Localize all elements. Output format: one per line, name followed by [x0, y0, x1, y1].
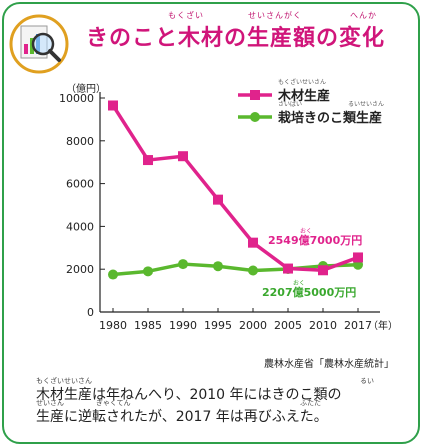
legend-timber-ruby: もくざいせいさん [278, 78, 326, 86]
x-tick-label: 2000 [239, 319, 267, 332]
timber-point [318, 265, 328, 276]
page-title: きのこと木材の生産額の変化 [86, 26, 386, 51]
y-axis-label: （億円） [66, 82, 106, 95]
timber-point [248, 237, 258, 248]
timber-value-annotation-ruby: おく [300, 228, 312, 235]
series-line-timber [111, 104, 359, 273]
caption: 木材生産は年ねんへり、2010 年にはきのこ類の 生産に逆転されたが、2017 … [36, 384, 396, 428]
timber-point [283, 263, 293, 274]
caption-ruby-seisan: せいさん [36, 399, 64, 407]
mushroom-point [178, 259, 188, 270]
x-tick-label: 1995 [204, 319, 232, 332]
x-axis-unit: （年） [368, 319, 398, 332]
x-tick-label: 2010 [309, 319, 337, 332]
caption-ruby-gyakuten: ぎゃくてん [96, 399, 131, 407]
timber-point [213, 194, 223, 205]
caption-ruby-mokuzai-seisan: もくざいせいさん [36, 377, 92, 385]
series-line-mushroom [112, 262, 359, 277]
caption-line-2: 生産に逆転されたが、2017 年は再びふえた。 [36, 409, 328, 425]
title-ruby-seisangaku: せいさんがく [248, 11, 302, 20]
y-tick-label: 6000 [66, 178, 94, 191]
caption-ruby-futata: ふたた [300, 399, 321, 407]
magnifier-chart-icon [9, 14, 69, 74]
y-tick-label: 0 [87, 306, 94, 319]
x-tick-label: 2005 [274, 319, 302, 332]
legend-timber-marker [250, 90, 260, 100]
caption-line-1: 木材生産は年ねんへり、2010 年にはきのこ類の [36, 387, 342, 403]
mushroom-point [108, 269, 118, 280]
x-tick-label: 1990 [169, 319, 197, 332]
source-note: 農林水産省「農林水産統計」 [264, 359, 394, 370]
timber-point [143, 155, 153, 166]
legend-mushroom-ruby-ruiseisan: るいせいさん [348, 101, 384, 108]
title-ruby-henka: へんか [350, 11, 377, 20]
mushroom-value-annotation-ruby: おく [293, 280, 305, 287]
caption-ruby-rui: るい [360, 377, 374, 385]
legend-mushroom-label: 栽培きのこ類生産 [278, 110, 382, 126]
timber-point [108, 100, 118, 111]
title-ruby-mokuzai: もくざい [168, 11, 204, 20]
y-tick-label: 2000 [66, 263, 94, 276]
legend-mushroom-marker [250, 112, 260, 122]
y-tick-label: 4000 [66, 220, 94, 233]
timber-value-annotation: 2549億7000万円 [268, 233, 362, 247]
x-tick-label: 1980 [99, 319, 127, 332]
legend-timber-label: 木材生産 [277, 88, 330, 104]
legend-mushroom-ruby-saibai: さいばい [278, 100, 302, 108]
timber-point [353, 252, 363, 263]
mushroom-point [248, 265, 258, 276]
mushroom-value-annotation: 2207億5000万円 [262, 285, 356, 299]
mushroom-point [213, 261, 223, 272]
mushroom-point [143, 266, 153, 277]
timber-point [178, 151, 188, 162]
x-tick-label: 1985 [134, 319, 162, 332]
y-tick-label: 8000 [66, 135, 94, 148]
x-tick-label: 2017 [344, 319, 372, 332]
panel-frame [2, 2, 420, 444]
y-tick-label: 10000 [59, 92, 94, 105]
